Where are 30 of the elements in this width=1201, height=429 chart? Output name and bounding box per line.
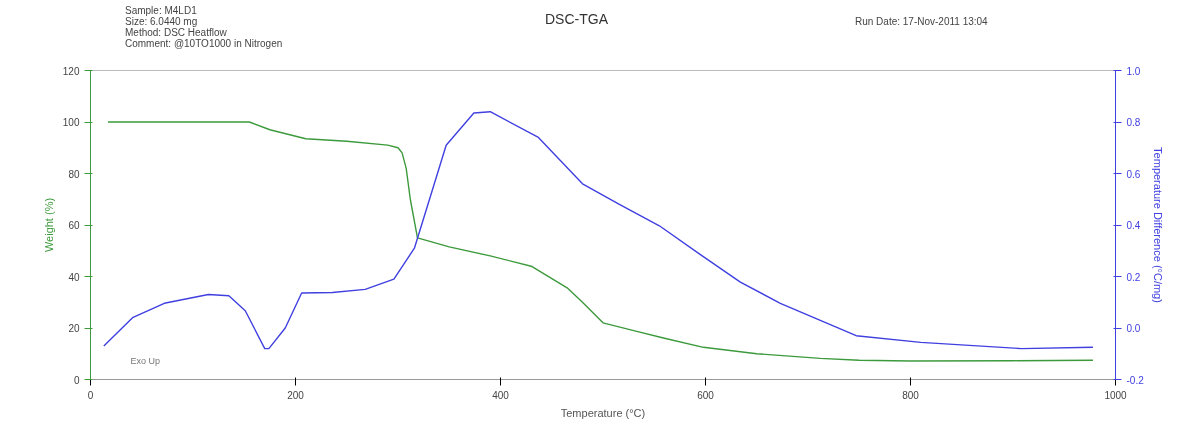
x-tick-label: 600 <box>697 389 715 401</box>
x-tick-label: 0 <box>87 389 94 401</box>
text: Run Date: 17-Nov-2011 13:04 <box>855 15 988 27</box>
y-axis-title: Weight (%) <box>42 197 55 253</box>
text: Comment: @10TO1000 in Nitrogen <box>125 38 283 49</box>
text: Sample: M4LD1 <box>125 5 197 16</box>
y-tick-label: 80 <box>68 168 80 180</box>
y-tick-label: 120 <box>62 65 80 77</box>
y-tick-label: 100 <box>62 117 80 128</box>
chart-title: DSC-TGA <box>545 10 608 29</box>
y-tick-label: 60 <box>68 220 80 231</box>
y2-tick-label: 0.2 <box>1126 271 1141 283</box>
y2-tick-label: 1.0 <box>1126 65 1141 77</box>
y2-tick-label: 0.6 <box>1126 168 1141 180</box>
y2-tick-label: 0.0 <box>1126 323 1141 334</box>
y-tick-label: 40 <box>68 271 80 283</box>
x-tick-label: 200 <box>287 389 305 401</box>
x-tick-label: 400 <box>492 389 510 401</box>
x-tick-label: 800 <box>902 389 920 401</box>
x-axis-title: Temperature (°C) <box>560 406 646 419</box>
y2-tick-label: 0.4 <box>1126 220 1141 231</box>
annotation: Exo Up <box>130 355 161 366</box>
y-tick-label: 0 <box>73 374 80 386</box>
x-tick-label: 1000 <box>1104 389 1128 401</box>
text: Method: DSC Heatflow <box>125 27 227 38</box>
text: Size: 6.0440 mg <box>125 16 198 27</box>
y2-tick-label: 0.8 <box>1126 117 1141 128</box>
y2-tick-label: -0.2 <box>1126 374 1145 386</box>
y-tick-label: 20 <box>68 323 80 334</box>
y2-axis-title: Temperature Difference (°C/mg) <box>1151 147 1164 303</box>
